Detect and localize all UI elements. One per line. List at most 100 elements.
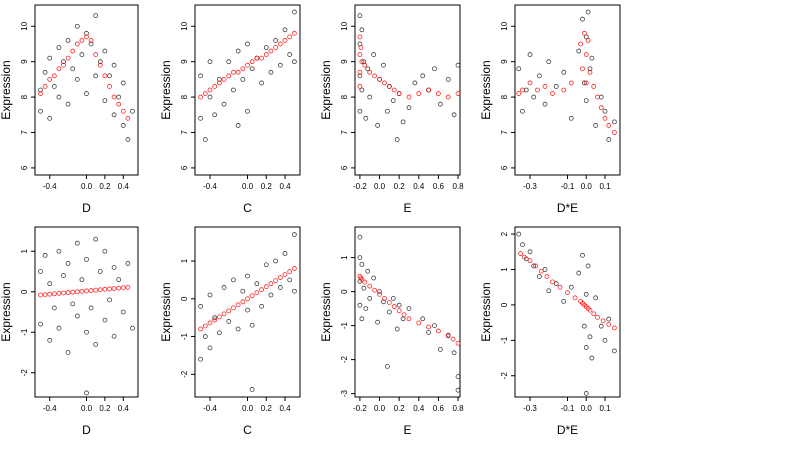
observed-point bbox=[359, 27, 365, 33]
observed-point bbox=[396, 302, 402, 308]
observed-point bbox=[93, 13, 99, 19]
y-tick-label: -2 bbox=[20, 369, 29, 377]
fitted-point bbox=[226, 308, 232, 314]
fitted-point bbox=[455, 340, 461, 346]
fitted-point bbox=[221, 311, 227, 317]
observed-point bbox=[226, 319, 232, 324]
fitted-point bbox=[535, 87, 540, 93]
observed-point bbox=[42, 252, 48, 258]
observed-point bbox=[365, 66, 371, 72]
observed-point bbox=[357, 234, 363, 240]
observed-point bbox=[406, 306, 412, 312]
observed-point bbox=[277, 62, 283, 68]
observed-point bbox=[359, 261, 365, 267]
fitted-point bbox=[533, 263, 539, 269]
fitted-point bbox=[595, 314, 600, 320]
y-tick-label: 10 bbox=[20, 21, 29, 30]
fitted-point bbox=[406, 94, 412, 100]
y-axis-title: Expression bbox=[159, 282, 173, 341]
fitted-point bbox=[240, 66, 246, 72]
observed-point bbox=[51, 84, 57, 89]
fitted-point bbox=[600, 318, 606, 324]
observed-point bbox=[367, 295, 373, 301]
observed-point bbox=[589, 355, 595, 361]
observed-point bbox=[536, 73, 542, 79]
observed-point bbox=[520, 242, 525, 248]
observed-point bbox=[198, 115, 204, 121]
observed-point bbox=[273, 38, 279, 43]
observed-point bbox=[568, 115, 574, 121]
plot-frame bbox=[194, 4, 301, 176]
observed-point bbox=[291, 9, 297, 15]
y-tick-label: 9 bbox=[340, 59, 349, 64]
y-tick-label: -2 bbox=[340, 355, 349, 363]
observed-point bbox=[593, 295, 599, 301]
fitted-point bbox=[259, 55, 264, 61]
observed-point bbox=[111, 265, 117, 270]
observed-point bbox=[47, 337, 53, 343]
fitted-point bbox=[367, 69, 373, 75]
observed-point bbox=[198, 73, 204, 79]
observed-point bbox=[84, 30, 89, 36]
fitted-point bbox=[107, 286, 112, 292]
observed-point bbox=[357, 255, 363, 261]
fitted-point bbox=[79, 288, 85, 294]
observed-point bbox=[282, 27, 288, 33]
y-tick-label: 8 bbox=[340, 94, 349, 99]
fitted-point bbox=[527, 258, 533, 264]
observed-point bbox=[268, 292, 274, 298]
y-tick-label: 7 bbox=[180, 130, 189, 135]
observed-point bbox=[102, 248, 108, 254]
observed-point bbox=[527, 52, 533, 57]
fitted-point bbox=[107, 84, 112, 89]
plot-frame bbox=[514, 226, 621, 398]
plot-frame bbox=[34, 226, 139, 398]
fitted-point bbox=[591, 311, 597, 317]
observed-point bbox=[245, 108, 250, 114]
observed-point bbox=[84, 329, 89, 335]
x-tick-label: 0.2 bbox=[394, 182, 406, 191]
fitted-point bbox=[367, 283, 373, 289]
observed-point bbox=[47, 281, 53, 287]
fitted-point bbox=[47, 291, 53, 297]
observed-point bbox=[240, 288, 246, 294]
fitted-point bbox=[42, 84, 48, 89]
fitted-point bbox=[455, 91, 461, 96]
observed-point bbox=[84, 91, 89, 96]
observed-point bbox=[245, 41, 250, 47]
observed-point bbox=[282, 251, 288, 256]
observed-point bbox=[384, 108, 390, 114]
fitted-point bbox=[38, 292, 43, 298]
observed-point bbox=[38, 108, 43, 114]
observed-point bbox=[74, 240, 80, 246]
fitted-point bbox=[516, 91, 522, 96]
observed-point bbox=[561, 69, 567, 75]
fitted-point bbox=[56, 290, 62, 296]
fitted-point bbox=[550, 279, 555, 285]
observed-point bbox=[125, 137, 131, 142]
fitted-point bbox=[263, 284, 269, 290]
observed-point bbox=[375, 123, 380, 128]
observed-point bbox=[61, 273, 66, 278]
observed-point bbox=[207, 59, 213, 65]
observed-point bbox=[576, 270, 582, 276]
fitted-point bbox=[382, 295, 387, 301]
y-axis-title: Expression bbox=[0, 282, 13, 341]
observed-point bbox=[207, 94, 213, 100]
fitted-point bbox=[587, 69, 593, 75]
observed-point bbox=[120, 309, 126, 315]
observed-point bbox=[375, 319, 380, 325]
x-tick-label: -0.2 bbox=[353, 182, 367, 191]
observed-point bbox=[249, 322, 255, 328]
fitted-point bbox=[116, 101, 122, 107]
observed-point bbox=[455, 62, 461, 68]
fitted-point bbox=[544, 274, 550, 279]
observed-point bbox=[245, 273, 250, 279]
fitted-point bbox=[226, 73, 232, 79]
y-tick-label: 1 bbox=[20, 249, 29, 254]
fitted-point bbox=[207, 320, 213, 326]
fitted-point bbox=[426, 324, 431, 330]
x-axis-title: D*E bbox=[557, 423, 578, 437]
y-tick-label: 0 bbox=[20, 289, 29, 294]
observed-point bbox=[56, 45, 62, 50]
